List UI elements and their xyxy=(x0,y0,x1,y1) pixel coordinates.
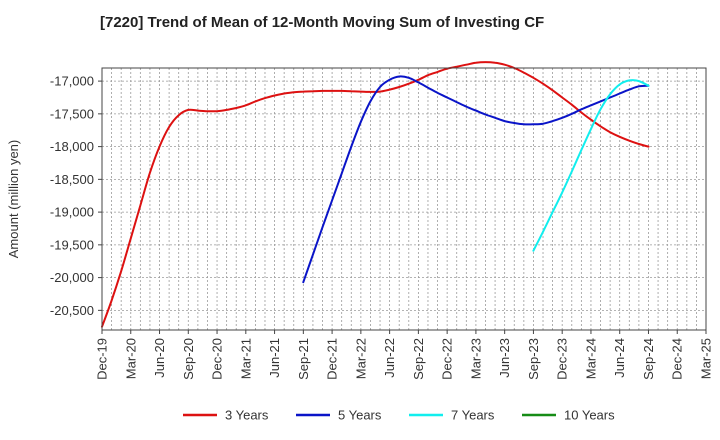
chart-title: [7220] Trend of Mean of 12-Month Moving … xyxy=(100,14,545,31)
y-axis: -17,000 -17,500 -18,000 -18,500 -19,000 -19,5… xyxy=(50,74,102,318)
y-tick-label: -20,000 xyxy=(50,270,94,285)
y-tick-label: -19,000 xyxy=(50,205,94,220)
series-line-7-years xyxy=(532,79,650,252)
y-tick-label: -20,500 xyxy=(50,303,94,318)
x-tick-label: Mar-22 xyxy=(353,338,368,379)
x-tick-label: Mar-21 xyxy=(238,338,253,379)
x-tick-label: Jun-22 xyxy=(382,338,397,378)
x-tick-label: Dec-23 xyxy=(555,338,570,380)
x-tick-label: Dec-24 xyxy=(670,338,685,380)
legend-label-10-years: 10 Years xyxy=(564,408,615,423)
x-tick-label: Jun-23 xyxy=(497,338,512,378)
series-line-3-years xyxy=(101,61,650,328)
x-axis: Dec-19 Mar-20 Jun-20 Sep-20 Dec-20 Mar-21 Jun-… xyxy=(95,330,714,380)
legend-label-5-years: 5 Years xyxy=(338,408,382,423)
y-tick-label: -17,500 xyxy=(50,106,94,121)
x-tick-label: Jun-20 xyxy=(152,338,167,378)
x-tick-label: Jun-24 xyxy=(612,338,627,378)
x-tick-label: Jun-21 xyxy=(267,338,282,378)
x-tick-label: Dec-19 xyxy=(95,338,110,380)
x-tick-label: Sep-21 xyxy=(296,338,311,380)
legend: 3 Years 5 Years 7 Years 10 Years xyxy=(183,408,615,423)
x-tick-label: Sep-22 xyxy=(411,338,426,380)
x-tick-label: Dec-21 xyxy=(325,338,340,380)
series-line-5-years xyxy=(302,75,650,284)
x-tick-label: Mar-20 xyxy=(123,338,138,379)
y-tick-label: -18,500 xyxy=(50,172,94,187)
y-tick-label: -18,000 xyxy=(50,139,94,154)
grid xyxy=(102,68,706,330)
x-tick-label: Dec-20 xyxy=(210,338,225,380)
x-tick-label: Sep-20 xyxy=(181,338,196,380)
plot-frame xyxy=(101,67,707,331)
y-axis-title: Amount (million yen) xyxy=(6,140,21,259)
legend-label-3-years: 3 Years xyxy=(225,408,269,423)
x-tick-label: Sep-23 xyxy=(526,338,541,380)
x-tick-label: Mar-24 xyxy=(583,338,598,379)
x-tick-label: Mar-23 xyxy=(468,338,483,379)
y-tick-label: -17,000 xyxy=(50,74,94,89)
legend-label-7-years: 7 Years xyxy=(451,408,495,423)
series-lines xyxy=(101,61,650,328)
y-tick-label: -19,500 xyxy=(50,237,94,252)
x-tick-label: Dec-22 xyxy=(440,338,455,380)
x-tick-label: Sep-24 xyxy=(641,338,656,380)
x-tick-label: Mar-25 xyxy=(699,338,714,379)
